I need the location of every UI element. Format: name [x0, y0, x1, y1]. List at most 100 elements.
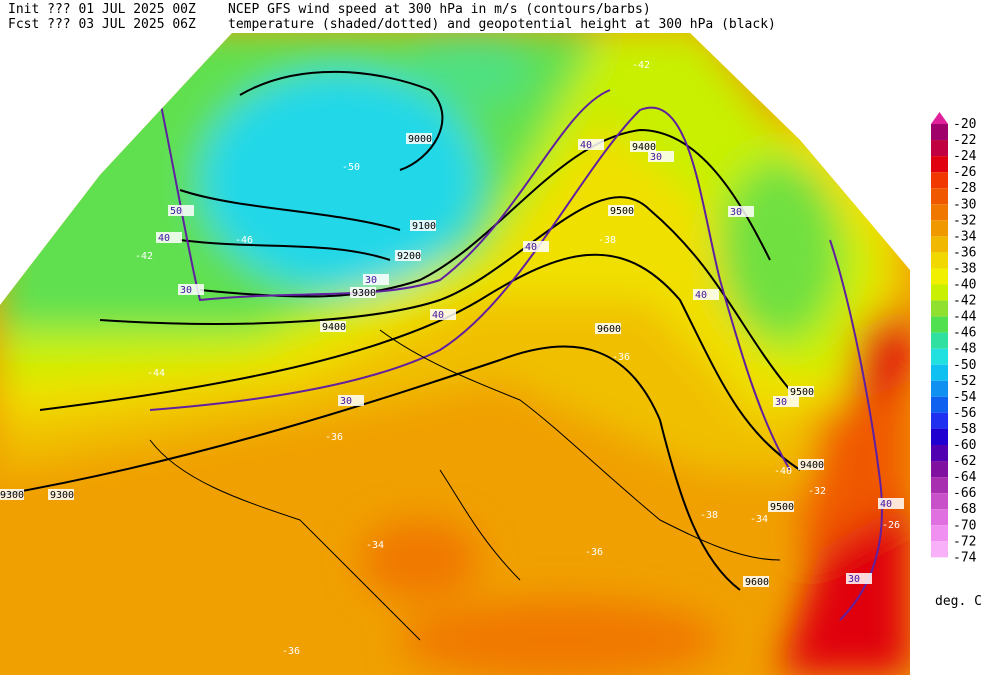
winds-label: 40 — [158, 233, 170, 244]
heights-label: 9500 — [790, 387, 814, 398]
colorbar-label: -56 — [953, 406, 976, 421]
colorbar-label: -58 — [953, 422, 976, 437]
label-box — [523, 241, 549, 252]
colorbar-swatch — [931, 252, 948, 269]
colorbar-label: -60 — [953, 438, 976, 453]
label-box — [410, 220, 436, 231]
label-box — [320, 321, 346, 332]
colorbar-swatch — [931, 332, 948, 349]
init-time: Init ??? 01 JUL 2025 00Z — [8, 2, 196, 17]
heights-label: 9300 — [50, 490, 74, 501]
winds-label: 30 — [180, 285, 192, 296]
colorbar-swatch — [931, 204, 948, 221]
heights-label: 9000 — [408, 134, 432, 145]
title: NCEP GFS wind speed at 300 hPa in m/s (c… — [228, 2, 651, 17]
colorbar-label: -48 — [953, 342, 976, 357]
colorbar-label: -32 — [953, 213, 976, 228]
colorbar-label: -40 — [953, 278, 976, 293]
colorbar-swatch — [931, 268, 948, 285]
label-box — [595, 323, 621, 334]
colorbar-label: -34 — [953, 229, 977, 244]
winds-label: 30 — [730, 207, 742, 218]
label-box — [608, 205, 634, 216]
winds-label: 40 — [695, 290, 707, 301]
colorbar-label: -36 — [953, 245, 976, 260]
colorbar: -20-22-24-26-28-30-32-34-36-38-40-42-44-… — [931, 112, 977, 565]
colorbar-label: -44 — [953, 310, 977, 325]
winds-label: 30 — [340, 396, 352, 407]
heights-label: 9300 — [0, 490, 24, 501]
temps-label: -42 — [632, 60, 650, 71]
label-box — [693, 289, 719, 300]
colorbar-label: -66 — [953, 486, 976, 501]
label-box — [773, 396, 799, 407]
temps-label: -34 — [366, 540, 384, 551]
forecast-time: Fcst ??? 03 JUL 2025 06Z — [8, 17, 196, 32]
colorbar-triangle — [931, 112, 948, 124]
colorbar-swatch — [931, 428, 948, 445]
label-box — [648, 151, 674, 162]
label-box — [798, 459, 824, 470]
colorbar-label: -22 — [953, 133, 976, 148]
label-box — [178, 284, 204, 295]
colorbar-swatch — [931, 124, 948, 141]
heights-label: 9400 — [800, 460, 824, 471]
label-box — [578, 139, 604, 150]
heights-label: 9600 — [745, 577, 769, 588]
subtitle: temperature (shaded/dotted) and geopoten… — [228, 17, 776, 32]
colorbar-label: -50 — [953, 358, 976, 373]
colorbar-swatch — [931, 364, 948, 381]
winds-label: 40 — [525, 242, 537, 253]
temps-label: -34 — [750, 514, 768, 525]
temps-label: -36 — [282, 646, 300, 657]
label-box — [788, 386, 814, 397]
label-box — [168, 205, 194, 216]
colorbar-swatch — [931, 284, 948, 301]
colorbar-label: -52 — [953, 374, 976, 389]
colorbar-label: -64 — [953, 470, 977, 485]
colorbar-swatch — [931, 493, 948, 510]
winds-label: 30 — [775, 397, 787, 408]
temps-label: -36 — [325, 432, 343, 443]
label-box — [846, 573, 872, 584]
label-box — [430, 309, 456, 320]
colorbar-label: -46 — [953, 326, 976, 341]
label-box — [630, 141, 656, 152]
winds-label: 50 — [170, 206, 182, 217]
temps-label: -32 — [808, 486, 826, 497]
colorbar-label: -28 — [953, 181, 976, 196]
label-box — [48, 489, 74, 500]
colorbar-swatch — [931, 140, 948, 157]
heights-label: 9400 — [632, 142, 656, 153]
colorbar-swatch — [931, 300, 948, 317]
heights-label: 9500 — [610, 206, 634, 217]
temps-label: -36 — [585, 547, 603, 558]
temps-label: -44 — [147, 368, 165, 379]
map — [0, 33, 910, 675]
colorbar-label: -26 — [953, 165, 976, 180]
colorbar-label: -54 — [953, 390, 977, 405]
temps-label: -38 — [598, 235, 616, 246]
colorbar-swatch — [931, 172, 948, 189]
colorbar-label: -72 — [953, 534, 976, 549]
colorbar-swatch — [931, 445, 948, 462]
label-box — [156, 232, 182, 243]
winds-label: 40 — [880, 499, 892, 510]
height-contours — [0, 70, 801, 591]
heights-label: 9300 — [352, 288, 376, 299]
coastlines — [149, 329, 781, 641]
label-box — [350, 287, 376, 298]
heights-label: 9400 — [322, 322, 346, 333]
temps-label: -46 — [235, 235, 253, 246]
winds-label: 40 — [580, 140, 592, 151]
winds-label: 30 — [365, 275, 377, 286]
temps-label: -50 — [342, 162, 360, 173]
colorbar-swatch — [931, 396, 948, 413]
heights-label: 9200 — [397, 251, 421, 262]
colorbar-label: -38 — [953, 261, 976, 276]
colorbar-swatch — [931, 477, 948, 494]
colorbar-swatch — [931, 188, 948, 205]
label-box — [728, 206, 754, 217]
colorbar-swatch — [931, 236, 948, 253]
